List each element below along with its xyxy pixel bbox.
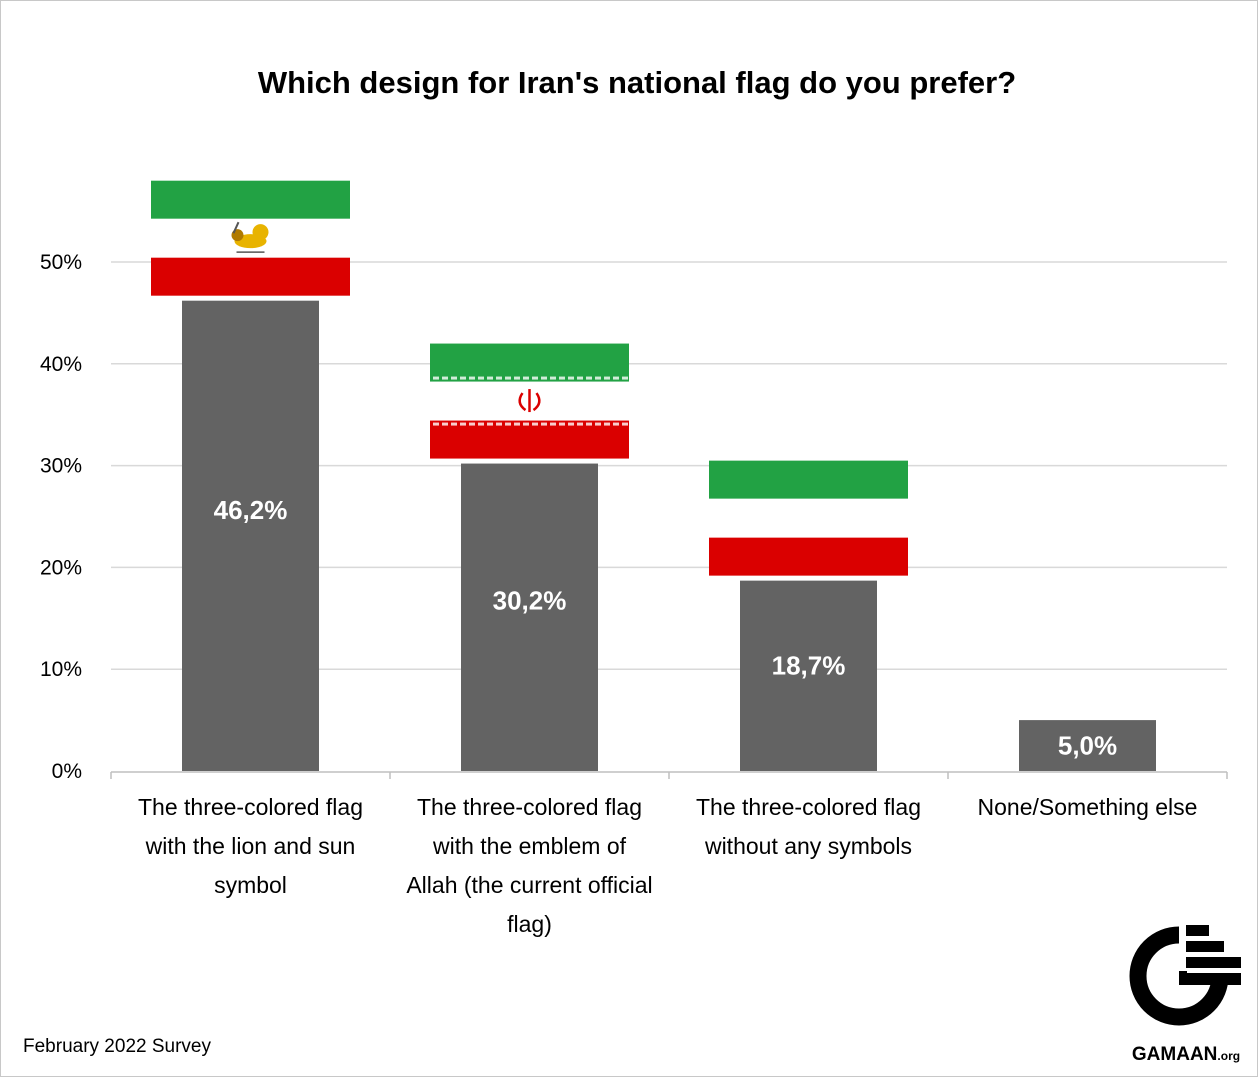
kufic-pattern (595, 422, 601, 426)
kufic-pattern (478, 422, 484, 426)
category-label: without any symbols (704, 833, 912, 859)
kufic-pattern (469, 376, 475, 380)
kufic-pattern (514, 422, 520, 426)
kufic-pattern (487, 376, 493, 380)
flag-green-stripe (430, 343, 629, 382)
kufic-pattern (532, 422, 538, 426)
kufic-pattern (577, 422, 583, 426)
kufic-pattern (433, 376, 439, 380)
survey-note: February 2022 Survey (23, 1036, 211, 1057)
gamaan-logo-icon (1129, 923, 1241, 1026)
kufic-pattern (622, 376, 628, 380)
flag-green-stripe (709, 460, 908, 499)
flag (430, 343, 629, 459)
kufic-pattern (559, 422, 565, 426)
gamaan-logo: GAMAAN.org (1129, 923, 1241, 1065)
category-label: Allah (the current official (406, 872, 652, 898)
value-label: 5,0% (1058, 731, 1117, 761)
kufic-pattern (496, 376, 502, 380)
bar (461, 463, 598, 771)
y-tick-label: 50% (40, 251, 82, 274)
value-label: 46,2% (214, 495, 288, 525)
flag (709, 460, 908, 576)
kufic-pattern (541, 422, 547, 426)
bars (182, 300, 1156, 771)
kufic-pattern (487, 422, 493, 426)
emblem-of-allah-icon (518, 389, 541, 413)
kufic-pattern (496, 422, 502, 426)
kufic-pattern (604, 422, 610, 426)
kufic-pattern (523, 422, 529, 426)
kufic-pattern (613, 376, 619, 380)
kufic-pattern (586, 376, 592, 380)
flag-icons (151, 180, 908, 576)
kufic-pattern (532, 376, 538, 380)
kufic-pattern (541, 376, 547, 380)
category-label: None/Something else (978, 794, 1198, 820)
flag (151, 180, 350, 296)
kufic-pattern (559, 376, 565, 380)
brand-suffix: .org (1217, 1049, 1240, 1063)
kufic-pattern (442, 422, 448, 426)
category-label: with the emblem of (432, 833, 627, 859)
kufic-pattern (460, 376, 466, 380)
kufic-pattern (568, 376, 574, 380)
kufic-pattern (613, 422, 619, 426)
sword (232, 221, 240, 234)
value-label: 18,7% (772, 650, 846, 680)
category-label: The three-colored flag (138, 794, 363, 820)
y-axis-ticks: 0% 10% 20% 30% 40% 50% (40, 251, 82, 783)
kufic-pattern (577, 376, 583, 380)
kufic-pattern (568, 422, 574, 426)
category-label: The three-colored flag (417, 794, 642, 820)
kufic-pattern (550, 422, 556, 426)
bar (182, 300, 319, 771)
kufic-pattern (550, 376, 556, 380)
category-label: with the lion and sun (145, 833, 356, 859)
value-label: 30,2% (493, 585, 567, 615)
y-tick-label: 30% (40, 455, 82, 478)
kufic-pattern (622, 422, 628, 426)
svg-text:GAMAAN.org: GAMAAN.org (1132, 1044, 1240, 1065)
kufic-pattern (514, 376, 520, 380)
kufic-pattern (523, 376, 529, 380)
kufic-pattern (586, 422, 592, 426)
category-labels: The three-colored flag with the lion and … (138, 794, 1197, 937)
brand-name: GAMAAN (1132, 1044, 1218, 1065)
kufic-pattern (505, 422, 511, 426)
category-label: symbol (214, 872, 287, 898)
kufic-pattern (442, 376, 448, 380)
category-label: flag) (507, 911, 552, 937)
flag-red-stripe (430, 420, 629, 459)
kufic-pattern (451, 376, 457, 380)
flag-green-stripe (151, 180, 350, 219)
y-tick-label: 40% (40, 353, 82, 376)
bar (1019, 720, 1156, 771)
lion-and-sun-icon (231, 221, 269, 253)
kufic-pattern (469, 422, 475, 426)
kufic-pattern (604, 376, 610, 380)
kufic-pattern (460, 422, 466, 426)
emblem-right-curve (532, 392, 541, 412)
bar (740, 580, 877, 771)
flag-red-stripe (709, 537, 908, 576)
chart-title: Which design for Iran's national flag do… (258, 65, 1016, 100)
value-labels: 46,2% 30,2% 18,7% 5,0% (214, 495, 1118, 761)
x-axis (110, 771, 1228, 779)
lion-head (231, 229, 244, 242)
emblem-left-curve (518, 392, 527, 412)
category-label: The three-colored flag (696, 794, 921, 820)
y-tick-label: 0% (52, 760, 82, 783)
kufic-pattern (595, 376, 601, 380)
kufic-pattern (505, 376, 511, 380)
kufic-pattern (451, 422, 457, 426)
kufic-pattern (478, 376, 484, 380)
kufic-pattern (433, 422, 439, 426)
flag-red-stripe (151, 257, 350, 296)
y-tick-label: 10% (40, 658, 82, 681)
y-tick-label: 20% (40, 556, 82, 579)
